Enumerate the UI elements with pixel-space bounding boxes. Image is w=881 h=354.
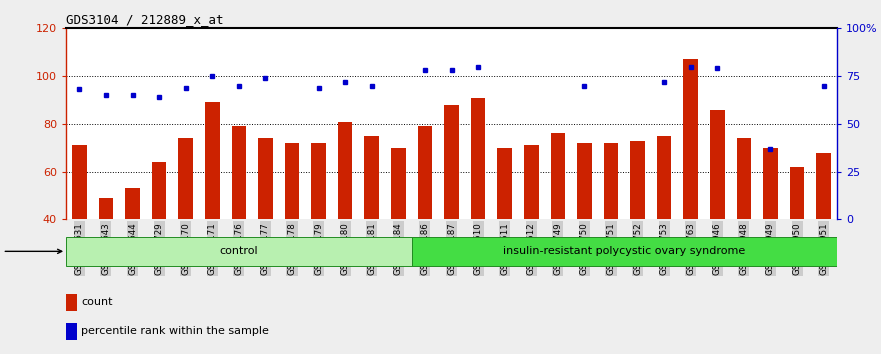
Bar: [285, 143, 300, 219]
Bar: [232, 126, 246, 219]
Bar: [258, 138, 273, 219]
Bar: [66, 294, 78, 311]
Text: percentile rank within the sample: percentile rank within the sample: [81, 326, 270, 336]
Bar: [710, 110, 725, 219]
Text: GDS3104 / 212889_x_at: GDS3104 / 212889_x_at: [66, 13, 224, 26]
Text: disease state: disease state: [0, 246, 62, 256]
Bar: [551, 133, 565, 219]
Text: count: count: [81, 297, 113, 307]
Bar: [524, 145, 538, 219]
Bar: [418, 126, 433, 219]
Bar: [684, 59, 698, 219]
Bar: [737, 138, 751, 219]
Bar: [338, 121, 352, 219]
Bar: [125, 188, 140, 219]
Bar: [152, 162, 167, 219]
Bar: [603, 143, 618, 219]
Bar: [577, 143, 592, 219]
Bar: [789, 167, 804, 219]
FancyBboxPatch shape: [411, 237, 837, 266]
Bar: [178, 138, 193, 219]
Text: insulin-resistant polycystic ovary syndrome: insulin-resistant polycystic ovary syndr…: [503, 246, 745, 256]
Bar: [311, 143, 326, 219]
Text: control: control: [219, 246, 258, 256]
Bar: [66, 323, 78, 340]
Bar: [365, 136, 379, 219]
Bar: [99, 198, 114, 219]
Bar: [444, 105, 459, 219]
Bar: [470, 98, 485, 219]
FancyBboxPatch shape: [66, 237, 411, 266]
Bar: [817, 153, 831, 219]
Bar: [763, 148, 778, 219]
Bar: [498, 148, 512, 219]
Bar: [630, 141, 645, 219]
Bar: [205, 102, 219, 219]
Bar: [657, 136, 671, 219]
Bar: [72, 145, 86, 219]
Bar: [391, 148, 405, 219]
